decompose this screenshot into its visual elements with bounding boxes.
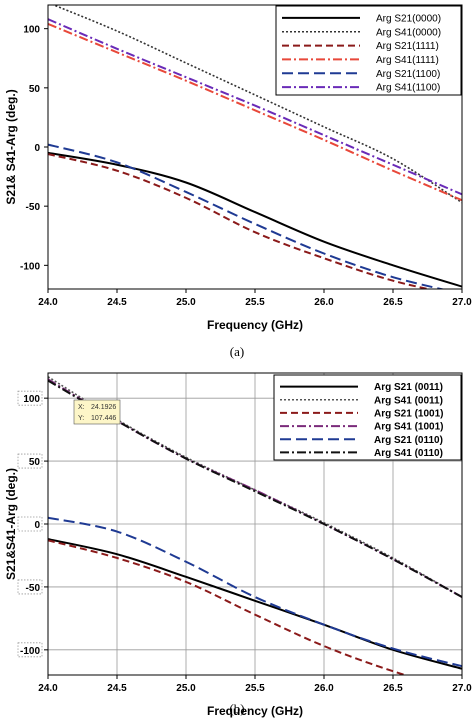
y-tick-label: 50 <box>29 457 41 468</box>
series-line-4 <box>48 516 462 668</box>
x-axis-label: Frequency (GHz) <box>207 318 303 332</box>
legend-label-2: Arg S21 (1001) <box>374 408 443 419</box>
legend-label-0: Arg S21 (0011) <box>374 382 443 393</box>
legend-label-0: Arg S21(0000) <box>376 13 441 24</box>
x-tick-label: 26.5 <box>383 683 403 694</box>
x-tick-label: 24.5 <box>107 683 127 694</box>
y-tick-label: -100 <box>20 646 40 657</box>
series-line-0 <box>48 151 462 288</box>
x-axis-label: Frequency (GHz) <box>207 704 303 718</box>
tooltip-box <box>73 399 121 425</box>
y-tick-label: -50 <box>26 202 41 213</box>
tooltip-y-value: 107.446 <box>91 415 116 422</box>
data-tooltip: X: 24.1926 Y: 107.446 <box>73 399 121 425</box>
chart-a: 24.0 24.5 25.0 25.5 26.0 26.5 27.0 100 50 0 -50 -10… <box>4 4 472 359</box>
x-tick-label: 26.5 <box>383 297 403 308</box>
x-tick-label: 27.0 <box>452 683 472 694</box>
x-tick-label: 25.0 <box>176 297 196 308</box>
series-line-4 <box>48 143 446 289</box>
tooltip-x-value: 24.1926 <box>91 404 116 411</box>
legend-label-2: Arg S21(1111) <box>376 41 439 52</box>
series-line-0 <box>48 538 462 670</box>
y-tick-box <box>17 642 43 658</box>
chart-b: 24.0 24.5 25.0 25.5 26.0 26.5 27.0 100 50 0 -50 -10… <box>4 372 472 718</box>
y-tick-label: 50 <box>29 84 41 95</box>
y-axis-label: S21& S41-Arg (deg.) <box>4 89 18 204</box>
tooltip-x-label: X: <box>78 404 85 411</box>
y-tick-label: -50 <box>26 583 41 594</box>
y-tick-label: -100 <box>20 261 40 272</box>
x-tick-label: 25.5 <box>245 297 265 308</box>
figure-caption: (b) <box>229 701 244 716</box>
legend-box <box>273 374 462 461</box>
legend-label-1: Arg S41(0000) <box>376 27 441 38</box>
y-axis-label: S21&S41-Arg (deg.) <box>4 468 18 580</box>
legend-box <box>275 5 462 96</box>
legend-label-5: Arg S41(1100) <box>376 83 440 94</box>
legend-label-3: Arg S41 (1001) <box>374 422 443 433</box>
y-tick-box <box>17 390 43 406</box>
legend-label-4: Arg S21 (0110) <box>374 435 443 446</box>
x-tick-label: 24.0 <box>38 297 58 308</box>
y-tick-label: 0 <box>34 520 40 531</box>
x-tick-label: 25.5 <box>245 683 265 694</box>
y-tick-label: 100 <box>23 25 40 36</box>
figure-caption: (a) <box>230 344 244 359</box>
series-line-3 <box>48 23 462 202</box>
series-line-5 <box>48 379 462 598</box>
series-line-5 <box>48 18 462 196</box>
y-tick-label: 0 <box>34 143 40 154</box>
legend-label-1: Arg S41 (0011) <box>374 395 443 406</box>
x-tick-label: 24.0 <box>38 683 58 694</box>
x-tick-label: 26.0 <box>314 683 334 694</box>
x-tick-label: 25.0 <box>176 683 196 694</box>
x-tick-label: 27.0 <box>452 297 472 308</box>
y-tick-box <box>17 579 43 595</box>
series-line-2 <box>48 153 433 289</box>
x-tick-label: 24.5 <box>107 297 127 308</box>
legend-label-3: Arg S41(1111) <box>376 55 439 66</box>
series-line-2 <box>48 539 409 675</box>
legend-label-5: Arg S41 (0110) <box>374 448 443 459</box>
legend-label-4: Arg S21(1100) <box>376 69 440 80</box>
tooltip-y-label: Y: <box>78 415 84 422</box>
x-tick-label: 26.0 <box>314 297 334 308</box>
y-tick-label: 100 <box>23 394 40 405</box>
y-tick-box <box>17 453 43 469</box>
y-tick-box <box>17 516 43 532</box>
